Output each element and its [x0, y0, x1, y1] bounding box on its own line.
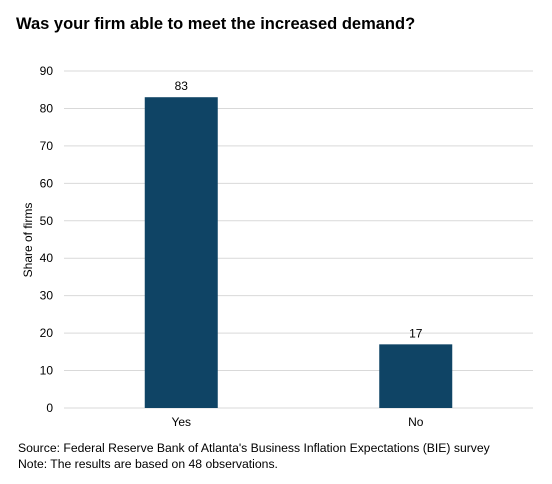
- y-tick-label: 70: [40, 139, 54, 153]
- y-axis-ticks: 0 10 20 30 40 50 60 70 80 90: [40, 64, 54, 415]
- bar-yes: [144, 97, 218, 408]
- source-text: Source: Federal Reserve Bank of Atlanta'…: [18, 441, 490, 455]
- x-axis-ticks: Yes No: [171, 415, 423, 429]
- data-label-no: 17: [409, 326, 423, 340]
- y-tick-label: 10: [40, 364, 54, 378]
- y-tick-label: 60: [40, 176, 54, 190]
- y-tick-label: 90: [40, 64, 54, 78]
- y-tick-label: 30: [40, 289, 54, 303]
- bars: [144, 97, 453, 408]
- y-axis-label: Share of firms: [21, 203, 35, 278]
- x-tick-label-no: No: [408, 415, 424, 429]
- data-label-yes: 83: [175, 79, 189, 93]
- bar-no: [379, 344, 453, 408]
- x-tick-label-yes: Yes: [171, 415, 191, 429]
- y-tick-label: 40: [40, 251, 54, 265]
- footer-notes: Source: Federal Reserve Bank of Atlanta'…: [18, 440, 490, 472]
- data-labels: 83 17: [175, 79, 423, 340]
- gridlines: [64, 70, 533, 409]
- y-tick-label: 80: [40, 101, 54, 115]
- chart-title: Was your firm able to meet the increased…: [16, 15, 416, 33]
- y-tick-label: 50: [40, 214, 54, 228]
- y-tick-label: 0: [46, 401, 53, 415]
- y-tick-label: 20: [40, 326, 54, 340]
- note-text: Note: The results are based on 48 observ…: [18, 457, 278, 471]
